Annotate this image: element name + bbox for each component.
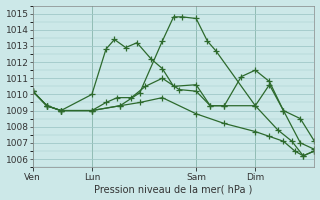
X-axis label: Pression niveau de la mer( hPa ): Pression niveau de la mer( hPa ) bbox=[94, 184, 253, 194]
